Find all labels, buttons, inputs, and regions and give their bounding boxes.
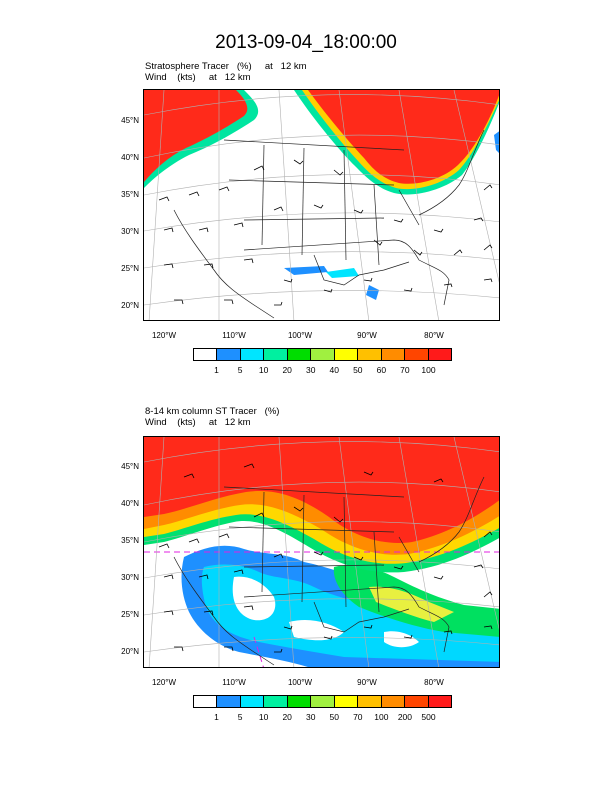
panel-2-lon-label: 110°W — [222, 678, 246, 687]
tracer-patch-gulf — [284, 266, 328, 275]
tracer-gap-4 — [144, 565, 179, 667]
tracer-patch-east — [494, 131, 499, 153]
colorbar-swatch — [358, 349, 382, 360]
graticule — [144, 437, 499, 667]
panel-1-lat-label: 20°N — [121, 301, 139, 310]
colorbar-swatch — [217, 349, 241, 360]
panel-1-lon-label: 120°W — [151, 331, 177, 340]
panel-2-lat-label: 45°N — [121, 462, 139, 471]
panel-2-colorbar — [193, 695, 452, 708]
colorbar-tick-label: 50 — [353, 365, 363, 375]
panel-1-lon-label: 80°W — [424, 331, 444, 340]
panel-2-lon-label: 90°W — [357, 678, 377, 687]
panel-1-colorbar — [193, 348, 452, 361]
magenta-dashed-line-2 — [253, 636, 264, 667]
colorbar-swatch — [334, 696, 359, 707]
colorbar-swatch — [217, 696, 241, 707]
colorbar-swatch — [194, 349, 218, 360]
colorbar-tick-label: 100 — [374, 712, 389, 722]
colorbar-tick-label: 200 — [397, 712, 412, 722]
panel-2-map-svg — [144, 437, 499, 667]
colorbar-tick-label: 1 — [214, 712, 219, 722]
panel-2-lon-label: 100°W — [287, 678, 313, 687]
tracer-field-yellow — [369, 586, 454, 622]
panel-2-lat-label: 35°N — [121, 536, 139, 545]
tracer-gap-3 — [384, 631, 419, 648]
colorbar-tick-label: 10 — [258, 365, 269, 375]
tracer-field-cyan — [201, 564, 499, 662]
panel-2-lat-label: 20°N — [121, 647, 139, 656]
colorbar-swatch — [428, 696, 451, 707]
panel-1-map — [143, 89, 500, 321]
coastlines — [173, 476, 485, 666]
tracer-patch-south — [366, 285, 379, 300]
colorbar-tick-label: 20 — [282, 365, 292, 375]
panel-1-lon-label: 90°W — [357, 331, 377, 340]
panel-2-title-line1: 8-14 km column ST Tracer (%) — [145, 406, 280, 417]
panel-2-lon-label: 120°W — [151, 678, 177, 687]
panel-1-title-line1: Stratosphere Tracer (%) at 12 km — [145, 61, 307, 72]
tracer-band-red — [144, 437, 499, 543]
panel-1-lat-label: 40°N — [121, 153, 139, 162]
panel-1-lat-label: 30°N — [121, 227, 139, 236]
panel-2-lat-label: 40°N — [121, 499, 139, 508]
tracer-region-nw — [144, 90, 248, 182]
colorbar-tick-label: 5 — [237, 365, 243, 375]
panel-2-lat-label: 25°N — [121, 610, 139, 619]
colorbar-swatch — [381, 349, 406, 360]
panel-1-title-line2: Wind (kts) at 12 km — [145, 72, 251, 83]
tracer-patch-gulf2 — [326, 268, 359, 278]
tracer-region-ne — [308, 90, 499, 184]
colorbar-swatch — [264, 349, 288, 360]
colorbar-tick-label: 70 — [400, 365, 410, 375]
colorbar-swatch — [381, 696, 406, 707]
colorbar-tick-label: 20 — [282, 712, 292, 722]
panel-2-map — [143, 436, 500, 668]
coastlines — [173, 129, 485, 319]
panel-1-lon-label: 100°W — [287, 331, 313, 340]
colorbar-tick-label: 500 — [421, 712, 436, 722]
colorbar-swatch — [287, 696, 312, 707]
colorbar-swatch — [405, 349, 429, 360]
panel-1-lon-label: 110°W — [222, 331, 246, 340]
colorbar-swatch — [194, 696, 218, 707]
panel-2-lon-label: 80°W — [424, 678, 444, 687]
colorbar-tick-label: 1 — [214, 365, 219, 375]
colorbar-swatch — [428, 349, 451, 360]
colorbar-tick-label: 40 — [329, 365, 339, 375]
colorbar-tick-label: 10 — [258, 712, 269, 722]
colorbar-tick-label: 30 — [305, 365, 316, 375]
panel-2-title-line2: Wind (kts) at 12 km — [145, 417, 251, 428]
colorbar-swatch — [405, 696, 429, 707]
colorbar-swatch — [240, 696, 265, 707]
colorbar-swatch — [311, 349, 335, 360]
panel-1-lat-label: 45°N — [121, 116, 139, 125]
page-title: 2013-09-04_18:00:00 — [215, 32, 397, 53]
tracer-gap-2 — [289, 620, 344, 641]
colorbar-tick-label: 50 — [329, 712, 339, 722]
colorbar-tick-label: 30 — [305, 712, 316, 722]
colorbar-swatch — [240, 349, 265, 360]
colorbar-swatch — [358, 696, 382, 707]
panel-1-map-svg — [144, 90, 499, 320]
colorbar-tick-label: 100 — [421, 365, 436, 375]
wind-barbs — [158, 159, 493, 306]
colorbar-tick-label: 70 — [353, 712, 363, 722]
colorbar-swatch — [311, 696, 335, 707]
wind-barbs — [158, 463, 493, 653]
tracer-gap-1 — [232, 576, 276, 621]
colorbar-swatch — [287, 349, 312, 360]
colorbar-tick-label: 60 — [376, 365, 387, 375]
panel-2-lat-label: 30°N — [121, 573, 139, 582]
panel-1-lat-label: 25°N — [121, 264, 139, 273]
panel-1-lat-label: 35°N — [121, 190, 139, 199]
colorbar-tick-label: 5 — [237, 712, 243, 722]
colorbar-swatch — [334, 349, 359, 360]
colorbar-swatch — [264, 696, 288, 707]
graticule — [144, 90, 499, 320]
